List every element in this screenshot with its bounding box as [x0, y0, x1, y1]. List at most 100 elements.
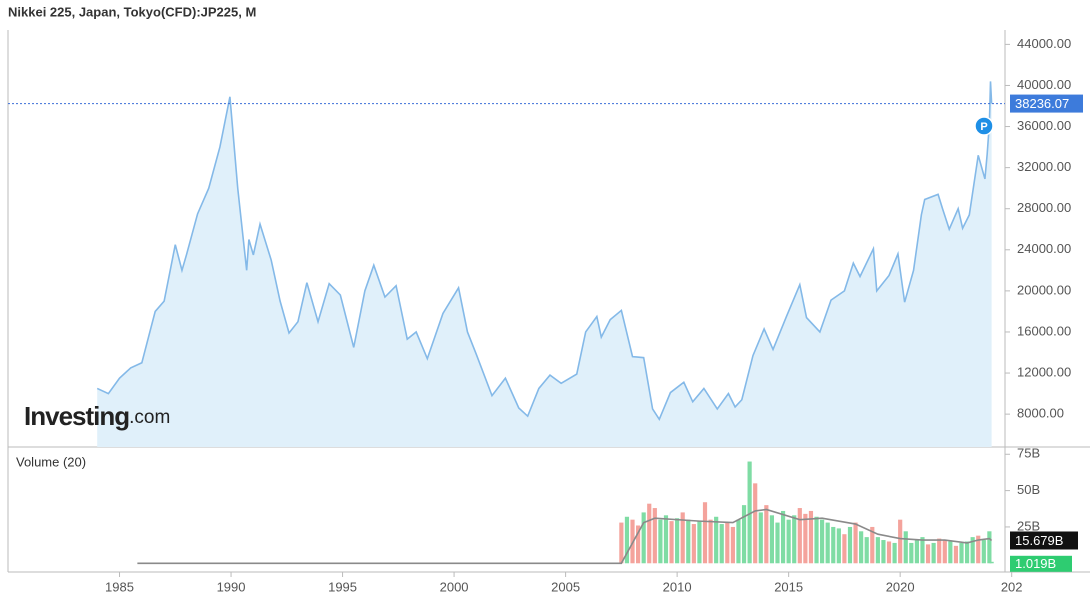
- volume-last-label: 1.019B: [1015, 556, 1056, 571]
- last-price-box: [1010, 94, 1083, 113]
- volume-bar: [931, 542, 936, 564]
- volume-bar: [892, 542, 897, 564]
- volume-bar: [741, 505, 747, 564]
- ma-last-label: 15.679B: [1015, 533, 1063, 548]
- x-tick-label: 2010: [663, 579, 692, 594]
- volume-bar: [987, 531, 992, 564]
- volume-bar: [636, 525, 641, 564]
- volume-bar: [875, 537, 880, 564]
- volume-bar: [864, 537, 869, 564]
- volume-bar: [686, 519, 691, 564]
- volume-bar: [959, 542, 964, 564]
- volume-bar: [909, 542, 914, 564]
- volume-title: Volume (20): [16, 454, 86, 469]
- y-tick-label: 40000.00: [1017, 77, 1071, 92]
- volume-bar: [920, 537, 925, 564]
- volume-bar: [663, 515, 669, 564]
- volume-bar: [708, 519, 713, 564]
- volume-bar: [942, 540, 947, 564]
- volume-bar: [953, 545, 959, 564]
- chart-title: Nikkei 225, Japan, Tokyo(CFD):JP225, M: [8, 4, 256, 19]
- volume-bar: [747, 461, 752, 564]
- volume-bar: [981, 540, 986, 564]
- volume-bar: [903, 531, 908, 564]
- volume-bar: [870, 526, 875, 564]
- volume-bar: [697, 521, 702, 564]
- y-tick-label: 24000.00: [1017, 241, 1071, 256]
- volume-bar: [925, 544, 931, 564]
- x-tick-label: 2000: [440, 579, 469, 594]
- y-tick-label: 36000.00: [1017, 118, 1071, 133]
- y-tick-label: 20000.00: [1017, 282, 1071, 297]
- volume-bar: [970, 537, 975, 564]
- volume-bar: [719, 524, 724, 564]
- volume-bar: [780, 510, 786, 564]
- volume-bar: [753, 483, 758, 564]
- volume-bar: [976, 535, 981, 564]
- volume-bar: [714, 516, 719, 564]
- y-tick-label: 32000.00: [1017, 159, 1071, 174]
- volume-bar: [886, 541, 892, 564]
- volume-bar: [769, 515, 775, 564]
- volume-bar: [619, 522, 624, 564]
- volume-bar: [647, 503, 652, 564]
- volume-bar: [775, 522, 780, 564]
- y-tick-label: 44000.00: [1017, 36, 1071, 51]
- volume-last-box: [1010, 555, 1072, 572]
- volume-bar: [859, 531, 864, 564]
- volume-bar: [831, 526, 836, 564]
- volume-bar: [764, 505, 769, 564]
- ma-last-box: [1010, 531, 1078, 550]
- volume-bar: [820, 519, 825, 564]
- volume-bar: [803, 513, 808, 564]
- x-tick-label: 2020: [886, 579, 915, 594]
- volume-bar: [847, 526, 853, 564]
- logo-suffix: .com: [129, 407, 170, 428]
- volume-bar: [669, 521, 674, 564]
- volume-bar: [898, 519, 903, 564]
- volume-bar: [836, 528, 841, 564]
- logo-brand: Investing: [24, 401, 129, 431]
- volume-bar: [725, 522, 730, 564]
- price-area: [97, 81, 992, 448]
- volume-bar: [881, 540, 886, 564]
- x-tick-label: 2005: [551, 579, 580, 594]
- y-tick-label: 8000.00: [1017, 406, 1064, 421]
- volume-bar: [814, 516, 819, 564]
- volume-bar: [658, 519, 663, 564]
- pivot-marker: [974, 116, 994, 136]
- x-tick-label: 202: [1001, 579, 1023, 594]
- x-tick-label: 1985: [105, 579, 134, 594]
- volume-bar: [736, 519, 741, 564]
- x-tick-label: 1995: [328, 579, 357, 594]
- volume-bar: [730, 526, 735, 564]
- volume-bar: [948, 541, 953, 564]
- y-tick-label: 28000.00: [1017, 200, 1071, 215]
- volume-bar: [914, 540, 919, 564]
- y-tick-label: 12000.00: [1017, 364, 1071, 379]
- volume-bar: [964, 541, 970, 564]
- volume-ma-line: [137, 508, 993, 565]
- volume-bar: [937, 538, 942, 564]
- volume-bar: [758, 512, 763, 564]
- y-tick-label: 16000.00: [1017, 323, 1071, 338]
- volume-bar: [691, 524, 696, 564]
- volume-bar: [792, 515, 797, 564]
- y-tick-label: 50B: [1017, 482, 1040, 497]
- volume-bar: [825, 522, 830, 564]
- volume-bar: [702, 502, 708, 564]
- volume-bar: [808, 510, 814, 564]
- x-tick-label: 2015: [774, 579, 803, 594]
- logo: Investing.com: [24, 401, 170, 431]
- x-tick-label: 1990: [217, 579, 246, 594]
- volume-bar: [624, 516, 630, 564]
- volume-bar: [989, 561, 994, 564]
- volume-bar: [652, 508, 657, 564]
- volume-bar: [675, 518, 680, 564]
- price-line: [96, 81, 993, 421]
- volume-bar: [842, 534, 847, 564]
- pivot-marker-label: P: [980, 121, 987, 133]
- volume-bar: [853, 522, 858, 564]
- y-tick-label: 75B: [1017, 446, 1040, 461]
